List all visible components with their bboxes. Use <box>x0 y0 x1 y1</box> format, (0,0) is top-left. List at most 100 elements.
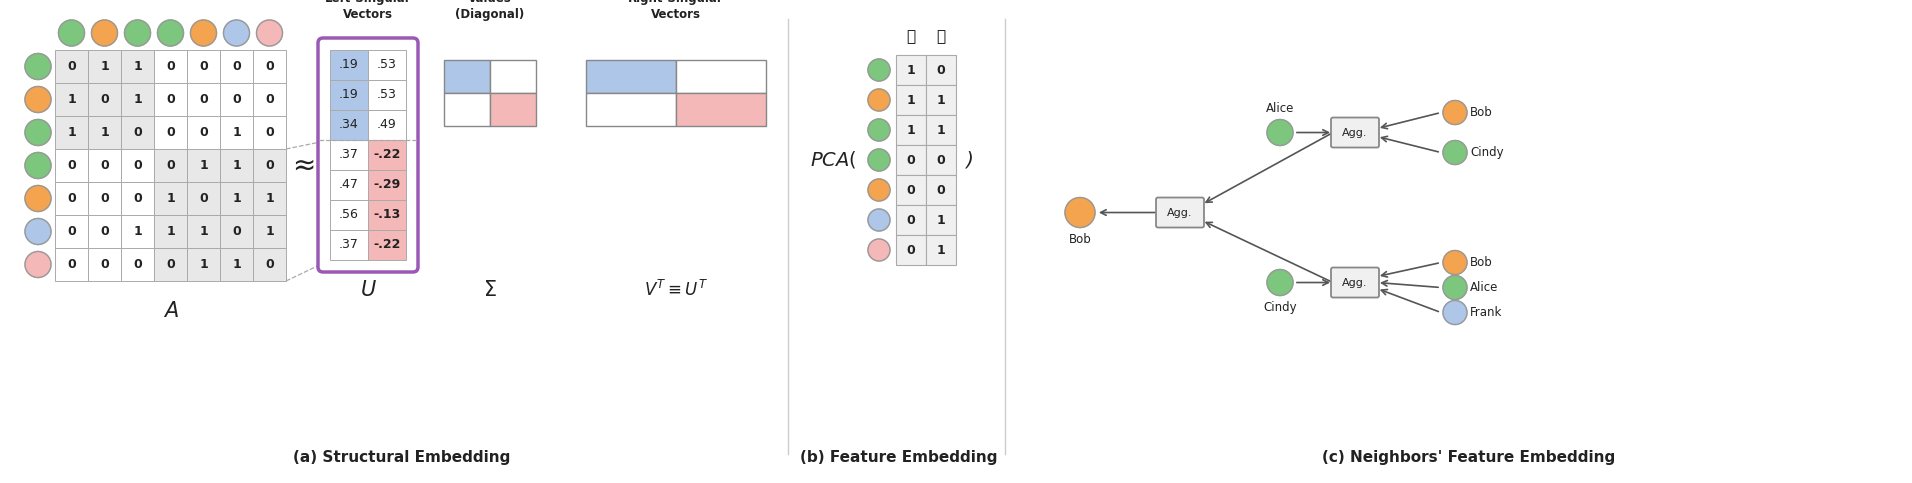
Bar <box>155 182 187 215</box>
Text: 1: 1 <box>937 94 945 106</box>
Text: 0: 0 <box>266 258 273 271</box>
Circle shape <box>1268 119 1293 145</box>
Circle shape <box>868 149 889 171</box>
Circle shape <box>1444 141 1467 165</box>
Bar <box>55 248 88 281</box>
Bar <box>55 182 88 215</box>
Text: .53: .53 <box>377 88 398 101</box>
Circle shape <box>1065 198 1096 227</box>
Text: 1: 1 <box>231 258 241 271</box>
Text: 1: 1 <box>231 126 241 139</box>
Bar <box>677 93 767 126</box>
Bar <box>187 248 220 281</box>
Text: 0: 0 <box>906 184 916 197</box>
Text: Alice: Alice <box>1470 281 1499 294</box>
Text: 1: 1 <box>906 63 916 76</box>
Text: 1: 1 <box>199 225 208 238</box>
Text: 1: 1 <box>199 258 208 271</box>
Bar <box>367 200 405 230</box>
Bar <box>55 149 88 182</box>
Text: .34: .34 <box>338 118 359 131</box>
Text: -.22: -.22 <box>373 239 402 252</box>
Bar <box>187 116 220 149</box>
Bar <box>677 60 767 93</box>
Bar <box>55 116 88 149</box>
Text: 0: 0 <box>166 159 174 172</box>
Circle shape <box>868 89 889 111</box>
Text: ): ) <box>960 151 973 170</box>
Text: Left-Singular
Vectors: Left-Singular Vectors <box>325 0 411 21</box>
Bar <box>88 149 120 182</box>
Circle shape <box>59 20 84 46</box>
Bar <box>155 116 187 149</box>
Circle shape <box>191 20 216 46</box>
Bar <box>88 248 120 281</box>
Bar <box>120 182 155 215</box>
Text: 0: 0 <box>166 60 174 73</box>
Bar <box>897 205 925 235</box>
Bar <box>925 145 956 175</box>
Circle shape <box>868 209 889 231</box>
FancyBboxPatch shape <box>1331 268 1379 298</box>
Text: 1: 1 <box>199 159 208 172</box>
Circle shape <box>1444 251 1467 274</box>
Circle shape <box>868 59 889 81</box>
Bar <box>897 175 925 205</box>
Bar <box>367 50 405 80</box>
Circle shape <box>256 20 283 46</box>
Text: 1: 1 <box>937 124 945 137</box>
Bar <box>187 182 220 215</box>
Bar <box>252 182 287 215</box>
Text: 1: 1 <box>166 225 174 238</box>
Circle shape <box>25 119 52 145</box>
Text: 0: 0 <box>99 93 109 106</box>
Bar <box>925 175 956 205</box>
Bar <box>55 215 88 248</box>
Text: 1: 1 <box>937 243 945 256</box>
Bar <box>367 140 405 170</box>
Bar <box>187 83 220 116</box>
Bar <box>155 83 187 116</box>
Bar <box>925 55 956 85</box>
FancyBboxPatch shape <box>317 38 419 272</box>
Bar <box>120 116 155 149</box>
Text: 0: 0 <box>134 159 141 172</box>
Text: 0: 0 <box>199 60 208 73</box>
Bar <box>220 50 252 83</box>
Bar <box>331 170 367 200</box>
Circle shape <box>1444 100 1467 125</box>
Bar <box>120 83 155 116</box>
Bar <box>489 93 535 126</box>
Bar <box>120 215 155 248</box>
Bar <box>897 235 925 265</box>
Bar <box>187 215 220 248</box>
Text: .37: .37 <box>338 148 359 161</box>
Bar <box>120 149 155 182</box>
Bar <box>897 115 925 145</box>
Bar <box>444 60 489 93</box>
Text: 0: 0 <box>906 154 916 167</box>
Text: Cindy: Cindy <box>1264 300 1296 313</box>
Bar <box>187 50 220 83</box>
Bar <box>252 116 287 149</box>
Text: 0: 0 <box>67 159 76 172</box>
Text: Right-Singular
Vectors: Right-Singular Vectors <box>629 0 725 21</box>
Text: $V^T \equiv U^T$: $V^T \equiv U^T$ <box>644 280 707 300</box>
Bar <box>187 149 220 182</box>
Text: 0: 0 <box>166 93 174 106</box>
Text: 0: 0 <box>166 258 174 271</box>
FancyBboxPatch shape <box>1331 117 1379 147</box>
Circle shape <box>868 239 889 261</box>
Circle shape <box>25 185 52 212</box>
Bar <box>88 83 120 116</box>
Text: 0: 0 <box>937 154 945 167</box>
Text: 0: 0 <box>134 192 141 205</box>
Text: 0: 0 <box>199 192 208 205</box>
Bar <box>88 50 120 83</box>
Text: 0: 0 <box>266 60 273 73</box>
Circle shape <box>25 153 52 179</box>
Text: 1: 1 <box>67 93 76 106</box>
Bar <box>252 50 287 83</box>
Bar <box>331 80 367 110</box>
Circle shape <box>25 54 52 80</box>
